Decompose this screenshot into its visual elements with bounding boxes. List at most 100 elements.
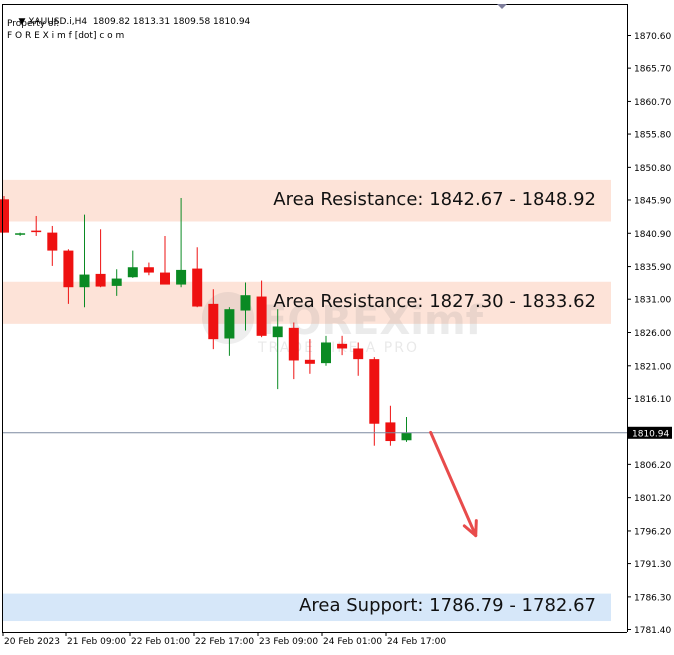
bear-candle-body xyxy=(31,230,42,233)
candle xyxy=(304,339,315,374)
bull-candle-body xyxy=(240,295,251,311)
y-tick-label: 1865.70 xyxy=(634,65,671,75)
bear-candle-body xyxy=(208,303,219,340)
bull-candle-body xyxy=(224,309,235,339)
support-zone-2 xyxy=(3,593,611,622)
y-tick-label: 1835.90 xyxy=(634,263,671,273)
bear-candle-body xyxy=(385,422,396,442)
bear-candle-body xyxy=(304,359,315,364)
candle xyxy=(31,215,42,236)
x-tick-label: 21 Feb 09:00 xyxy=(67,637,126,647)
bear-candle-body xyxy=(95,273,106,287)
x-tick-label: 22 Feb 01:00 xyxy=(131,637,190,647)
bear-candle-body xyxy=(192,268,203,307)
candle xyxy=(95,229,106,288)
bull-candle-body xyxy=(176,269,187,285)
owner-line: F O R E X i m f [dot] c o m xyxy=(7,31,125,41)
x-tick-label: 24 Feb 01:00 xyxy=(323,637,382,647)
bear-candle-body xyxy=(369,359,380,424)
symbol-info: ▼ XAUUSD.i,H4 1809.82 1813.31 1809.58 18… xyxy=(7,6,250,39)
candle xyxy=(160,235,170,285)
current-price-tag xyxy=(628,426,672,439)
candle xyxy=(192,247,203,308)
candle xyxy=(0,195,9,233)
candle xyxy=(47,225,58,266)
bear-candle-body xyxy=(256,296,267,336)
bull-candle-body xyxy=(401,432,412,441)
candle xyxy=(288,322,299,380)
y-tick-label: 1801.20 xyxy=(634,494,671,504)
current-price-label: 1810.94 xyxy=(632,429,669,439)
bear-candle-body xyxy=(160,272,170,285)
time-axis: 20 Feb 2023 21 Feb 09:00 22 Feb 01:00 22 Fe… xyxy=(2,632,446,647)
bull-candle-body xyxy=(272,326,283,338)
price-axis: 1870.60 1865.70 1860.70 1855.80 1850.80 1845.… xyxy=(627,32,672,636)
y-tick-label: 1831.00 xyxy=(634,296,671,306)
bull-candle-body xyxy=(127,267,138,278)
bear-candle-body xyxy=(337,343,348,349)
bear-candle-body xyxy=(353,348,364,360)
bull-candle-body xyxy=(15,233,26,235)
candle xyxy=(240,282,251,331)
y-tick-label: 1791.30 xyxy=(634,560,671,570)
trend-arrow-shaft xyxy=(429,430,478,538)
y-tick-label: 1845.90 xyxy=(634,196,671,206)
resistance-zone-label: Area Resistance: 1842.67 - 1848.92 xyxy=(273,188,596,210)
bull-candle-body xyxy=(111,278,122,286)
bull-candle-body xyxy=(321,342,331,364)
candle xyxy=(272,309,283,390)
x-tick-label: 24 Feb 17:00 xyxy=(387,637,446,647)
bull-candle-body xyxy=(79,274,90,288)
candle xyxy=(15,232,26,236)
collapse-triangle-icon[interactable]: ▼ xyxy=(18,17,26,27)
x-tick-label: 22 Feb 17:00 xyxy=(195,637,254,647)
candle xyxy=(224,307,235,356)
bear-candle-body xyxy=(63,250,74,288)
resistance-zone-0 xyxy=(3,179,611,222)
y-tick-label: 1786.30 xyxy=(634,593,671,603)
candle xyxy=(111,269,122,296)
candle xyxy=(337,335,348,356)
resistance-zone-1 xyxy=(3,281,611,324)
zones-layer xyxy=(3,179,611,622)
bear-candle-body xyxy=(0,199,9,233)
x-tick-label: 23 Feb 09:00 xyxy=(259,637,318,647)
y-tick-label: 1796.20 xyxy=(634,527,671,537)
y-tick-label: 1870.60 xyxy=(634,32,671,42)
y-tick-label: 1826.00 xyxy=(634,329,671,339)
candle xyxy=(176,197,187,288)
y-tick-label: 1860.70 xyxy=(634,98,671,108)
y-tick-label: 1821.00 xyxy=(634,362,671,372)
y-tick-label: 1806.20 xyxy=(634,461,671,471)
candle xyxy=(63,249,74,304)
y-tick-label: 1850.80 xyxy=(634,164,671,174)
y-tick-label: 1855.80 xyxy=(634,131,671,141)
symbol-line: XAUUSD.i,H4 1809.82 1813.31 1809.58 1810… xyxy=(28,17,251,27)
bear-candle-body xyxy=(47,232,58,251)
candle xyxy=(369,357,380,446)
y-tick-label: 1840.90 xyxy=(634,230,671,240)
candle xyxy=(353,342,364,376)
candle xyxy=(256,280,267,338)
y-tick-label: 1781.40 xyxy=(634,626,671,636)
candle xyxy=(401,417,412,442)
resistance-zone-label: Area Resistance: 1827.30 - 1833.62 xyxy=(273,290,596,312)
candles-layer xyxy=(0,195,412,446)
property-line: Property of: xyxy=(7,19,60,29)
candle xyxy=(385,405,396,446)
support-zone-label: Area Support: 1786.79 - 1782.67 xyxy=(299,595,596,617)
candle xyxy=(127,250,138,278)
chart-shift-marker-icon xyxy=(497,4,507,9)
candle xyxy=(208,289,219,350)
trend-arrow-head-icon xyxy=(462,519,478,538)
y-tick-label: 1816.10 xyxy=(634,395,671,405)
arrow-layer xyxy=(429,430,478,538)
candle xyxy=(79,214,90,308)
candle xyxy=(321,335,331,366)
bear-candle-body xyxy=(143,267,154,273)
candle xyxy=(143,262,154,276)
x-tick-label: 20 Feb 2023 xyxy=(4,637,60,647)
bear-candle-body xyxy=(288,327,299,361)
